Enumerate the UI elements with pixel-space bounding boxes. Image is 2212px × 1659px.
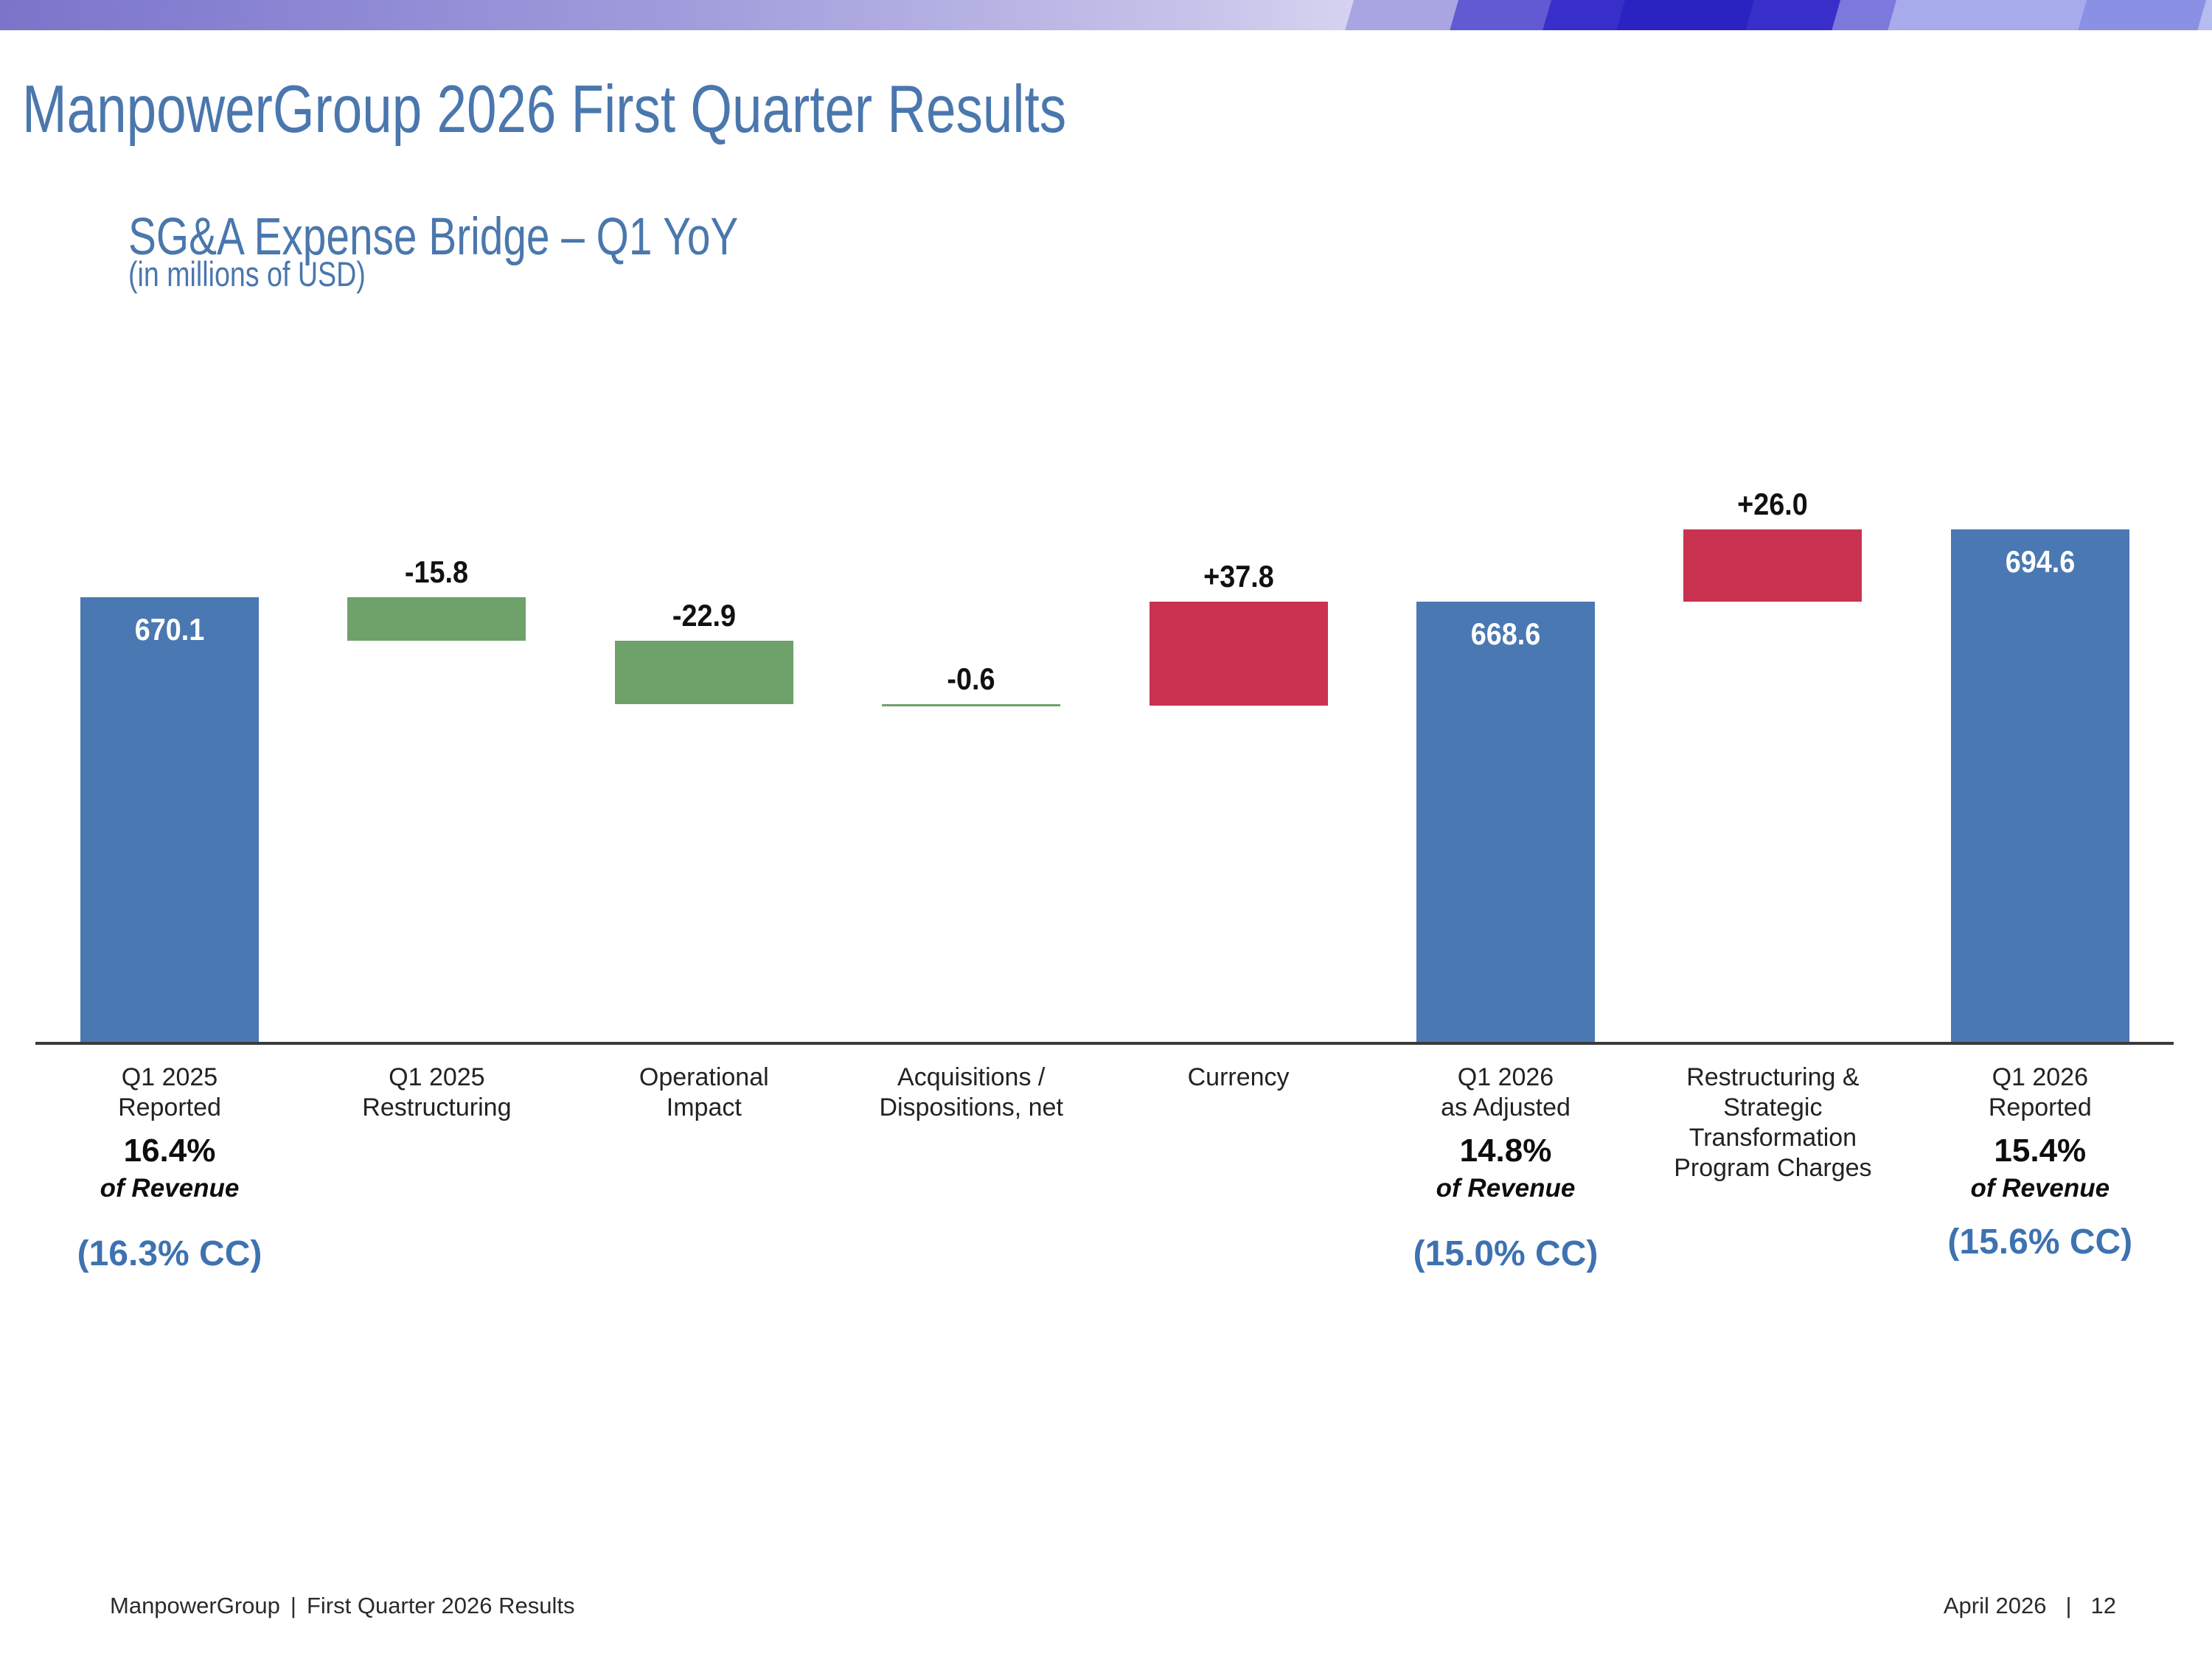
category-label-line: Q1 2026 bbox=[1457, 1063, 1554, 1091]
category-label-restructuring-strategic-transformation-program-charges: Restructuring & Strategic Transformation Pr… bbox=[1632, 1062, 1913, 1183]
bar-currency bbox=[1149, 601, 1328, 706]
constant-currency-q1-2026-as-adjusted: (15.0% CC) bbox=[1413, 1234, 1599, 1273]
category-label-line: Currency bbox=[1187, 1063, 1290, 1091]
bar-value-label-q1-2026-as-adjusted: 668.6 bbox=[1470, 616, 1541, 651]
bar-value-label-q1-2026-reported: 694.6 bbox=[2005, 544, 2076, 580]
category-label-line: Restructuring & bbox=[1686, 1063, 1860, 1091]
pct-of-revenue-q1-2026-as-adjusted: 14.8% bbox=[1459, 1133, 1552, 1169]
constant-currency-q1-2026-reported: (15.6% CC) bbox=[1947, 1222, 2133, 1262]
bar-value-label-acquisitions-dispositions-net: -0.6 bbox=[947, 661, 995, 697]
category-label-line: Program Charges bbox=[1674, 1154, 1872, 1182]
footer-separator: | bbox=[2065, 1593, 2072, 1618]
bar-value-label-q1-2025-reported: 670.1 bbox=[134, 612, 205, 647]
category-label-line: Impact bbox=[666, 1093, 742, 1121]
footer-page-number: 12 bbox=[2090, 1593, 2116, 1618]
pct-of-revenue-q1-2026-reported: 15.4% bbox=[1994, 1133, 2087, 1169]
pct-note-q1-2026-as-adjusted: of Revenue bbox=[1436, 1174, 1576, 1203]
footer-brand: ManpowerGroup bbox=[110, 1593, 280, 1618]
category-label-q1-2026-as-adjusted: Q1 2026 as Adjusted bbox=[1366, 1062, 1646, 1123]
category-label-line: Q1 2026 bbox=[1992, 1063, 2089, 1091]
bar-q1-2025-restructuring bbox=[347, 597, 526, 641]
category-label-acquisitions-dispositions-net: Acquisitions / Dispositions, net bbox=[831, 1062, 1111, 1123]
category-label-line: Reported bbox=[118, 1093, 221, 1121]
bar-q1-2025-reported bbox=[80, 597, 259, 1042]
units-note: (in millions of USD) bbox=[128, 254, 366, 293]
constant-currency-q1-2025-reported: (16.3% CC) bbox=[77, 1234, 262, 1273]
slide-title: ManpowerGroup 2026 First Quarter Results bbox=[22, 72, 1067, 147]
pct-note-q1-2025-reported: of Revenue bbox=[100, 1174, 240, 1203]
footer-right: April 2026 | 12 bbox=[1944, 1593, 2116, 1619]
pct-of-revenue-q1-2025-reported: 16.4% bbox=[123, 1133, 216, 1169]
footer-separator: | bbox=[290, 1593, 296, 1618]
category-label-q1-2025-restructuring: Q1 2025 Restructuring bbox=[296, 1062, 577, 1123]
bar-q1-2026-as-adjusted bbox=[1416, 601, 1595, 1042]
category-label-line: Operational bbox=[639, 1063, 769, 1091]
category-label-line: Dispositions, net bbox=[879, 1093, 1063, 1121]
category-label-line: Q1 2025 bbox=[389, 1063, 485, 1091]
pct-note-q1-2026-reported: of Revenue bbox=[1970, 1174, 2110, 1203]
bar-acquisitions-dispositions-net bbox=[882, 704, 1061, 707]
bar-q1-2026-reported bbox=[1950, 529, 2129, 1042]
bar-value-label-operational-impact: -22.9 bbox=[672, 598, 736, 633]
category-label-line: as Adjusted bbox=[1441, 1093, 1571, 1121]
footer-left: ManpowerGroup | First Quarter 2026 Results bbox=[110, 1593, 575, 1619]
category-label-line: Acquisitions / bbox=[897, 1063, 1046, 1091]
category-label-currency: Currency bbox=[1099, 1062, 1379, 1093]
bar-value-label-restructuring-strategic-transformation-program-charges: +26.0 bbox=[1737, 487, 1809, 522]
bar-value-label-q1-2025-restructuring: -15.8 bbox=[405, 554, 469, 589]
category-label-line: Q1 2025 bbox=[121, 1063, 218, 1091]
category-label-line: Strategic bbox=[1723, 1093, 1823, 1121]
category-label-line: Restructuring bbox=[362, 1093, 512, 1121]
footer-date: April 2026 bbox=[1943, 1593, 2047, 1618]
bar-value-label-currency: +37.8 bbox=[1203, 558, 1274, 594]
bar-restructuring-strategic-transformation-program-charges bbox=[1683, 529, 1863, 602]
category-label-line: Transformation bbox=[1688, 1124, 1857, 1152]
category-label-q1-2026-reported: Q1 2026 Reported bbox=[1900, 1062, 2180, 1123]
footer-presentation-title: First Quarter 2026 Results bbox=[306, 1593, 575, 1618]
bar-operational-impact bbox=[614, 641, 793, 705]
x-axis-line bbox=[35, 1042, 2174, 1045]
top-banner bbox=[0, 0, 2212, 30]
chart-title: SG&A Expense Bridge – Q1 YoY bbox=[128, 207, 739, 266]
category-label-operational-impact: Operational Impact bbox=[564, 1062, 844, 1123]
category-label-q1-2025-reported: Q1 2025 Reported bbox=[29, 1062, 310, 1123]
category-label-line: Reported bbox=[1988, 1093, 2092, 1121]
